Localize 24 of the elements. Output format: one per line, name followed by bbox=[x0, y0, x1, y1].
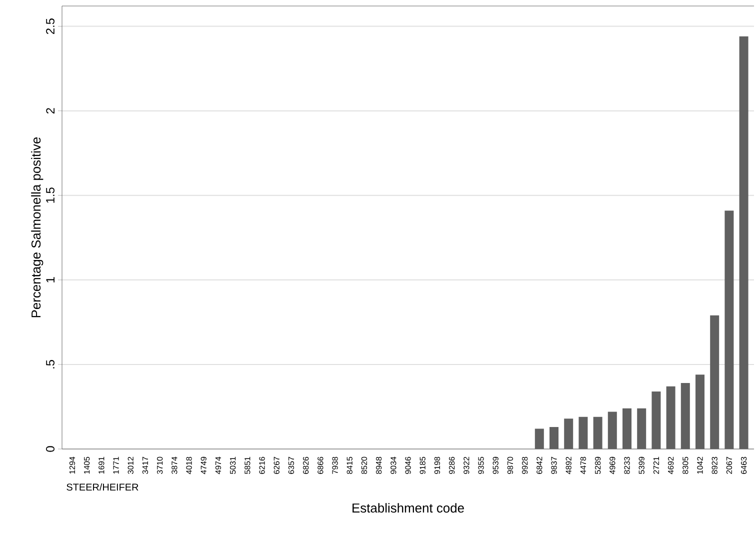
bar bbox=[637, 408, 646, 449]
x-axis-title: Establishment code bbox=[352, 503, 464, 513]
bar bbox=[550, 427, 559, 449]
y-tick-label: 0 bbox=[46, 446, 54, 452]
y-tick-label: .5 bbox=[46, 360, 54, 368]
bar bbox=[724, 210, 734, 449]
bar bbox=[680, 383, 690, 449]
y-tick-label: 1 bbox=[46, 277, 54, 282]
bar bbox=[564, 418, 574, 449]
bar bbox=[578, 416, 588, 449]
bar bbox=[608, 412, 617, 449]
bar bbox=[652, 392, 661, 449]
text: STEER/HEIFER bbox=[66, 483, 138, 491]
bar bbox=[622, 408, 632, 449]
bar bbox=[695, 374, 704, 449]
y-tick-label: 1.5 bbox=[46, 188, 54, 203]
bar bbox=[710, 315, 720, 449]
y-tick-label: 2 bbox=[46, 108, 54, 114]
bar bbox=[534, 428, 544, 449]
y-tick-label: 2.5 bbox=[46, 18, 54, 34]
bar bbox=[666, 386, 676, 449]
bar bbox=[593, 416, 602, 449]
bar bbox=[739, 36, 748, 449]
y-axis-title: Percentage Salmonella positive bbox=[31, 137, 44, 318]
